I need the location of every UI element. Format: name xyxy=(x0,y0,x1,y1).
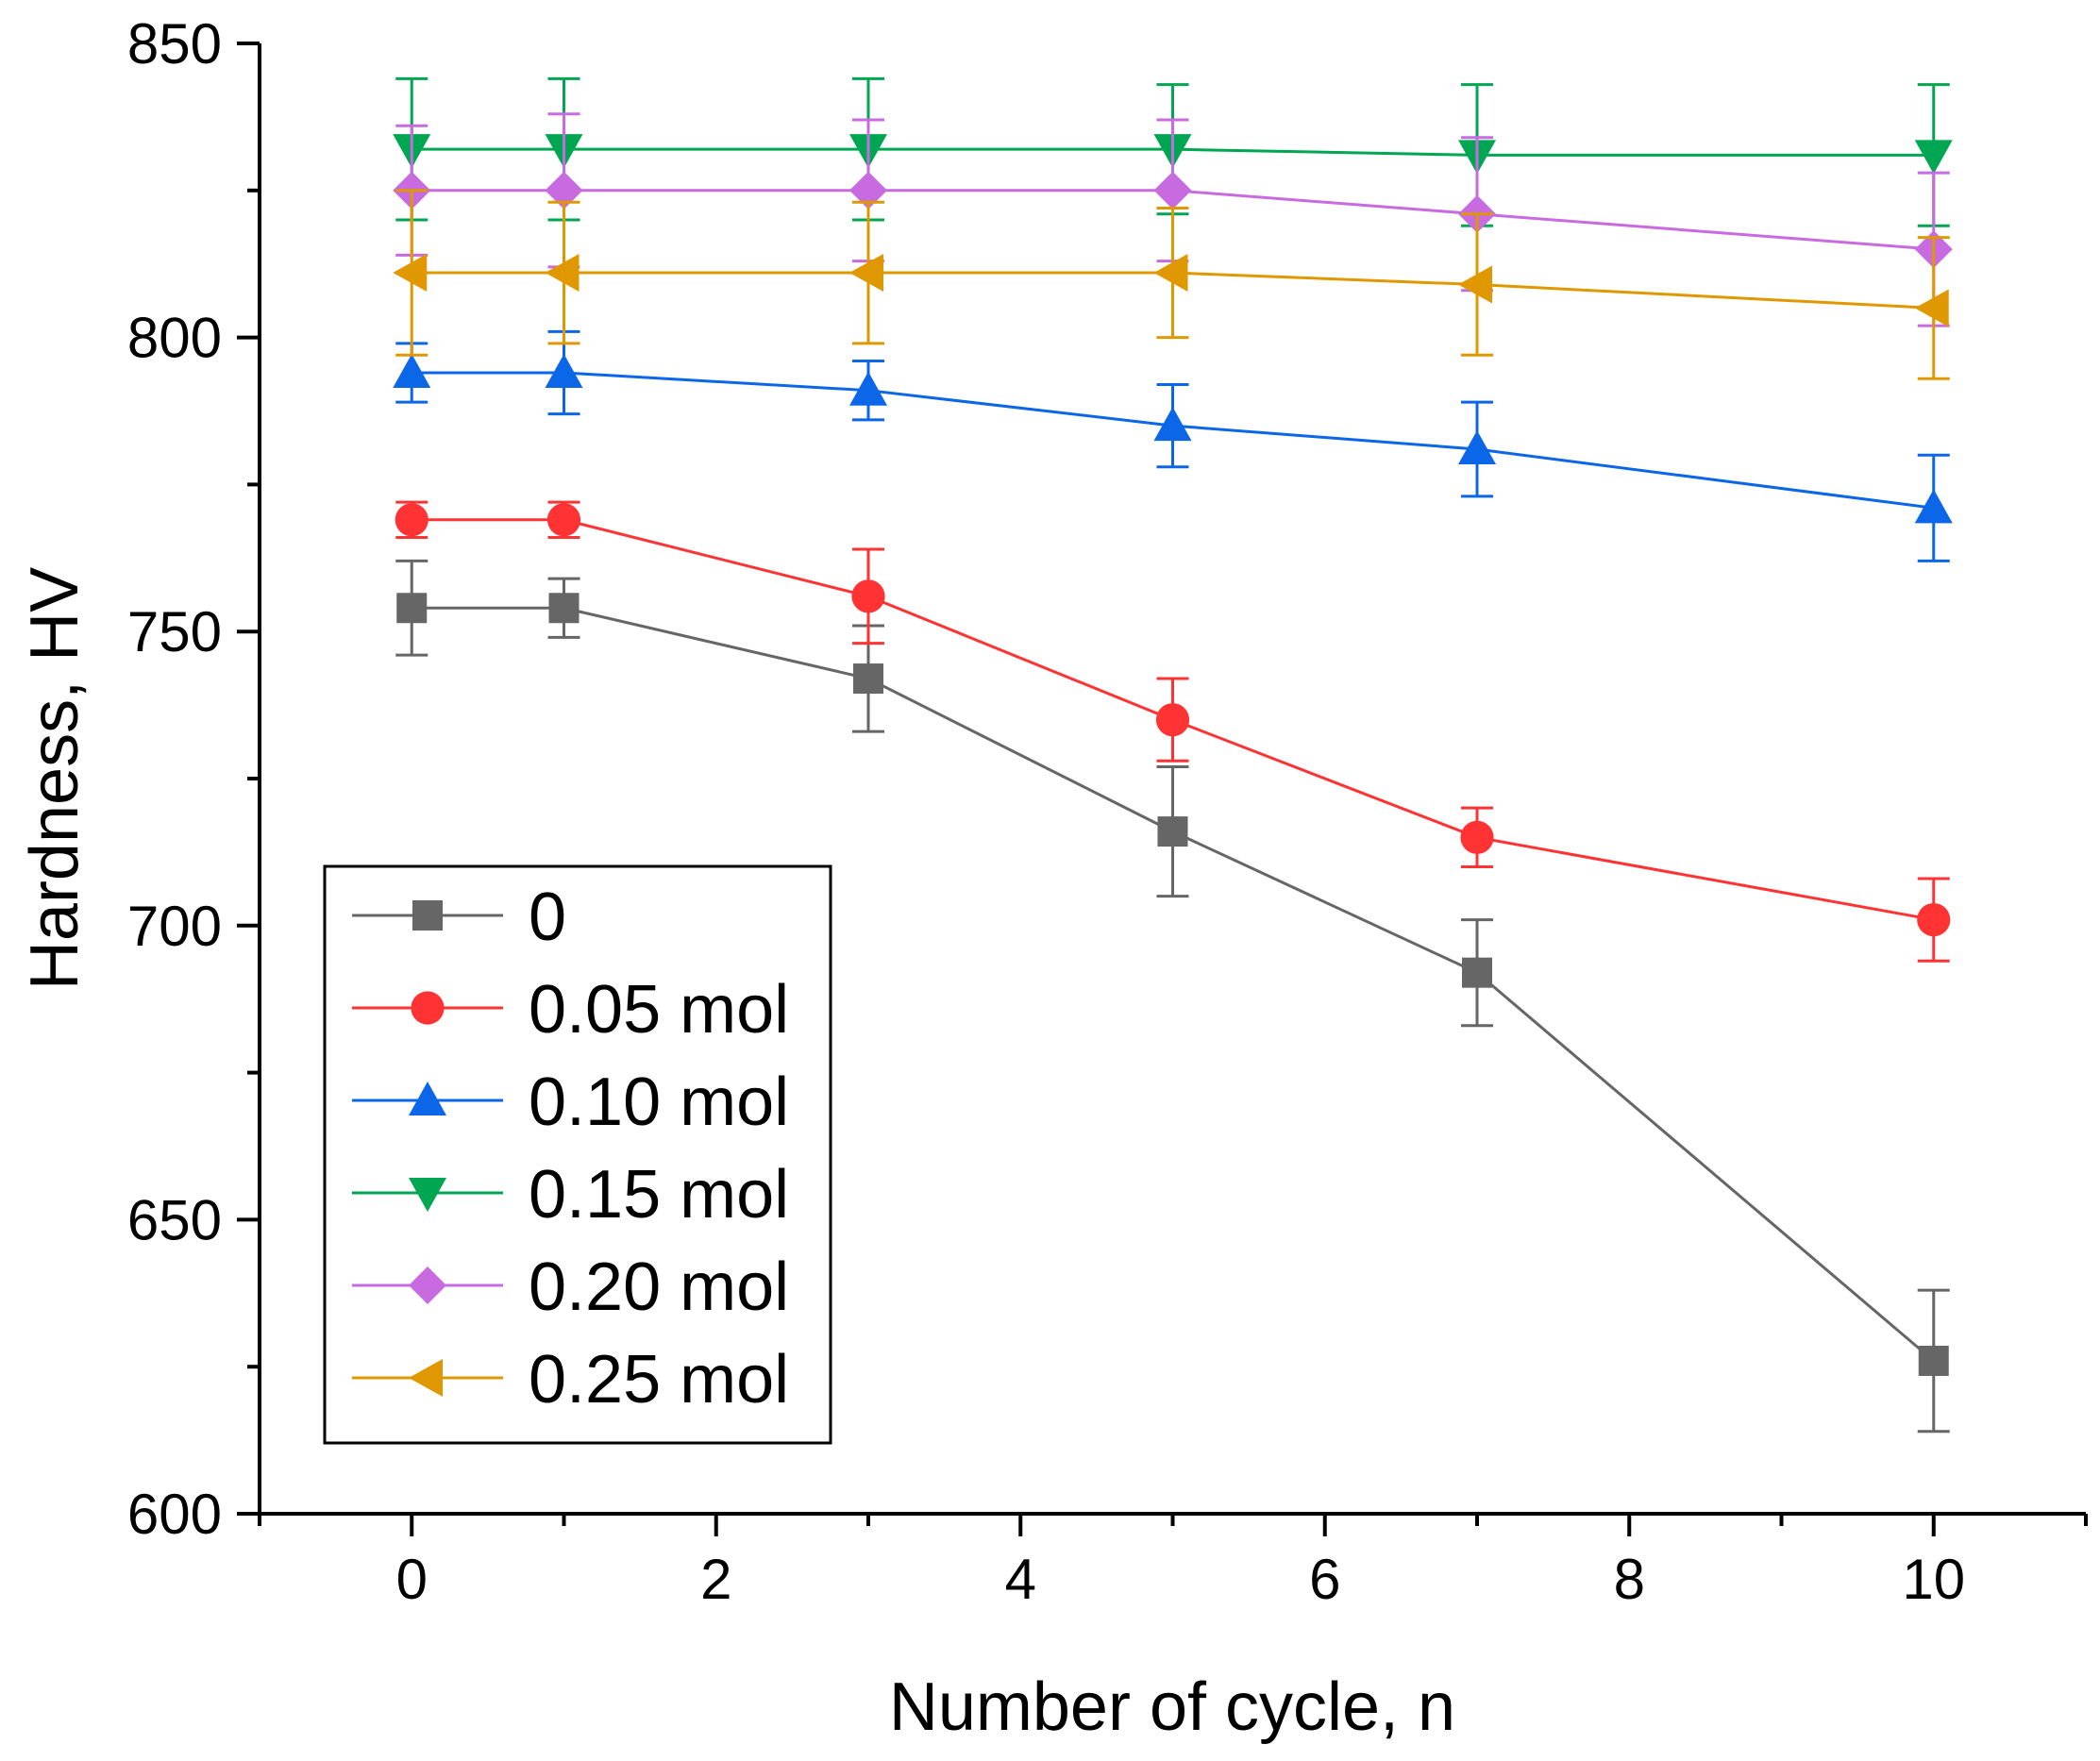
legend-marker xyxy=(412,900,443,931)
y-tick-label: 650 xyxy=(127,1188,222,1251)
data-point xyxy=(393,254,428,293)
data-point xyxy=(393,353,431,388)
legend-item: 0.25 mol xyxy=(352,1342,789,1417)
legend-item: 0.10 mol xyxy=(352,1065,789,1140)
series-line xyxy=(412,271,1934,310)
legend-label: 0.20 mol xyxy=(529,1249,789,1325)
legend-box xyxy=(323,864,832,1445)
legend-label: 0 xyxy=(529,880,566,955)
series-5 xyxy=(393,189,1950,380)
legend: 0 0.05 mol 0.10 mol 0.15 mol 0.20 mol 0.25 mo… xyxy=(323,864,832,1445)
plot-area: 0 2 4 6 8 10 600 650 700 750 800 850 xyxy=(127,12,2088,1611)
data-point xyxy=(1917,902,1951,937)
series-2 xyxy=(393,329,1953,562)
y-tick-label: 700 xyxy=(127,895,222,958)
data-point xyxy=(1460,820,1494,854)
series-0 xyxy=(395,559,1950,1434)
legend-label: 0.05 mol xyxy=(529,972,789,1048)
data-point xyxy=(546,503,581,537)
series-1 xyxy=(395,500,1951,963)
x-tick-label: 6 xyxy=(1309,1548,1340,1611)
data-point xyxy=(1914,140,1953,175)
legend-item: 0.05 mol xyxy=(352,972,789,1048)
legend-item: 0.15 mol xyxy=(352,1157,789,1233)
data-point xyxy=(849,371,887,406)
data-point xyxy=(545,353,583,388)
data-point xyxy=(1458,430,1496,465)
data-point xyxy=(853,663,883,695)
series-line xyxy=(412,147,1934,157)
y-tick-label: 850 xyxy=(127,12,222,75)
axis-tick-labels: 0 2 4 6 8 10 600 650 700 750 800 850 xyxy=(127,12,1965,1611)
data-point xyxy=(545,254,580,293)
series-line xyxy=(412,371,1934,510)
data-point xyxy=(1462,957,1492,988)
x-tick-label: 0 xyxy=(396,1548,428,1611)
data-point xyxy=(1155,703,1190,737)
data-point xyxy=(1458,265,1492,304)
x-tick-label: 10 xyxy=(1902,1548,1965,1611)
data-point xyxy=(1157,816,1188,847)
data-point xyxy=(396,593,428,624)
data-point xyxy=(395,503,428,537)
data-point xyxy=(849,254,883,293)
data-point xyxy=(548,593,580,624)
legend-marker xyxy=(409,1359,443,1397)
data-point xyxy=(849,171,887,210)
legend-item: 0 xyxy=(352,880,566,955)
series-layer xyxy=(393,76,1953,1434)
legend-label: 0.25 mol xyxy=(529,1342,789,1417)
data-point xyxy=(1153,407,1192,442)
legend-items: 0 0.05 mol 0.10 mol 0.15 mol 0.20 mol 0.25 mo… xyxy=(352,880,789,1417)
legend-marker xyxy=(409,1082,446,1115)
series-line xyxy=(412,606,1935,1363)
legend-label: 0.15 mol xyxy=(529,1157,789,1233)
y-tick-label: 800 xyxy=(127,307,222,370)
axis-ticks xyxy=(237,42,2088,1536)
legend-marker xyxy=(409,1266,446,1304)
data-point xyxy=(1914,489,1953,524)
data-point xyxy=(545,171,583,210)
x-axis-title: Number of cycle, n xyxy=(889,1669,1455,1745)
x-tick-label: 8 xyxy=(1614,1548,1645,1611)
y-axis-title: Hardness, HV xyxy=(17,567,92,990)
legend-label: 0.10 mol xyxy=(529,1065,789,1140)
data-point xyxy=(1914,289,1949,327)
x-tick-label: 4 xyxy=(1005,1548,1036,1611)
data-point xyxy=(1153,171,1192,210)
legend-marker xyxy=(411,991,445,1025)
y-tick-label: 600 xyxy=(127,1483,222,1546)
x-tick-label: 2 xyxy=(700,1548,731,1611)
data-point xyxy=(1918,1345,1949,1376)
series-line xyxy=(412,189,1934,251)
data-point xyxy=(1153,254,1188,293)
data-point xyxy=(851,579,885,613)
y-tick-label: 750 xyxy=(127,600,222,663)
legend-item: 0.20 mol xyxy=(352,1249,789,1325)
series-line xyxy=(412,518,1935,922)
legend-marker xyxy=(409,1178,446,1212)
